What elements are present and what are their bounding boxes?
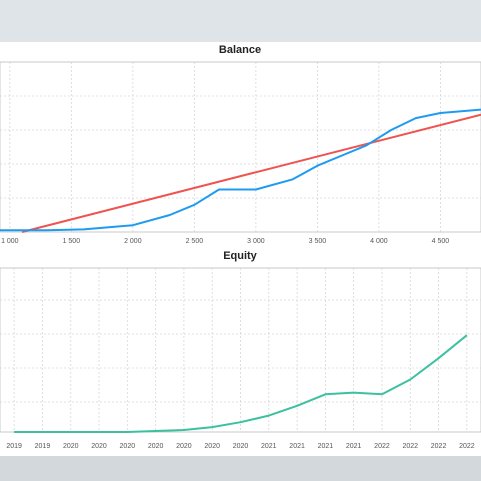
x-tick-label: 2020	[91, 443, 107, 450]
bottom-strip	[0, 456, 481, 481]
x-tick-label: 3 000	[247, 238, 265, 245]
x-tick-label: 2022	[374, 443, 390, 450]
x-tick-label: 2021	[261, 443, 277, 450]
x-tick-label: 2022	[459, 443, 475, 450]
panel	[0, 42, 481, 456]
x-tick-label: 2019	[35, 443, 51, 450]
series-line	[0, 108, 481, 232]
x-tick-label: 1 500	[63, 238, 81, 245]
x-tick-label: 2021	[289, 443, 305, 450]
x-tick-label: 2021	[318, 443, 334, 450]
x-tick-label: 2022	[402, 443, 418, 450]
x-tick-label: 2021	[346, 443, 362, 450]
top-strip	[0, 0, 481, 42]
x-tick-label: 2020	[204, 443, 220, 450]
x-tick-label: 2019	[6, 443, 22, 450]
chart-title: Balance	[219, 44, 261, 56]
x-tick-label: 2020	[63, 443, 79, 450]
x-tick-label: 1 000	[1, 238, 19, 245]
series-line	[21, 113, 481, 233]
x-tick-label: 3 500	[309, 238, 327, 245]
x-tick-label: 2020	[120, 443, 136, 450]
x-tick-label: 2022	[431, 443, 447, 450]
chart-title: Equity	[223, 250, 257, 262]
x-tick-label: 4 500	[432, 238, 450, 245]
x-tick-label: 2 000	[124, 238, 142, 245]
x-tick-label: 2020	[176, 443, 192, 450]
balance-hgrid	[0, 95, 481, 199]
series-line	[14, 334, 468, 433]
x-tick-label: 4 000	[370, 238, 388, 245]
x-tick-label: 2020	[233, 443, 249, 450]
x-tick-label: 2020	[148, 443, 164, 450]
balance-frame	[0, 61, 481, 233]
x-tick-label: 2 500	[186, 238, 204, 245]
